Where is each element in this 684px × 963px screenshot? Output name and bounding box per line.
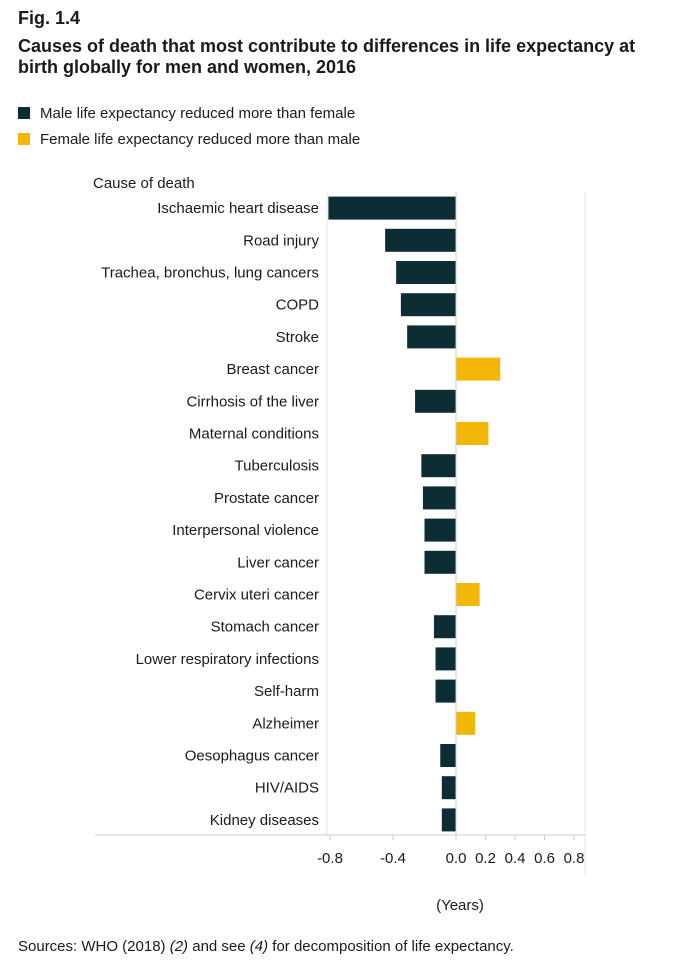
legend-item-male: Male life expectancy reduced more than f… [18,100,360,126]
bar-lower-respiratory-infections [435,647,456,671]
bar-interpersonal-violence [424,518,456,542]
category-label: Self-harm [254,683,319,700]
legend-label-male: Male life expectancy reduced more than f… [40,104,356,122]
category-label: Cervix uteri cancer [194,587,319,604]
category-label: Breast cancer [226,361,319,378]
bar-oesophagus-cancer [440,744,456,767]
source-note: Sources: WHO (2018) (2) and see (4) for … [18,938,514,955]
legend-label-female: Female life expectancy reduced more than… [40,130,361,148]
category-label: Kidney diseases [210,812,319,829]
bar-road-injury [385,228,456,252]
bar-copd [400,293,456,317]
category-label: Alzheimer [252,715,319,732]
category-label: Oesophagus cancer [185,748,319,765]
bar-stroke [407,325,456,349]
category-label: Ischaemic heart disease [157,200,319,217]
x-tick-label: 0.6 [534,850,555,867]
source-ref-4: (4) [249,938,269,955]
legend-swatch-female [18,133,30,145]
chart-title: Causes of death that most contribute to … [18,36,636,77]
source-prefix: Sources: WHO (2018) [18,938,170,955]
category-label: Liver cancer [237,554,319,571]
x-tick-label: -0.8 [317,850,343,867]
source-suffix: for decomposition of life expectancy. [268,938,514,955]
source-ref-2: (2) [169,938,189,955]
category-label: Stomach cancer [211,619,319,636]
bar-prostate-cancer [422,486,456,510]
x-axis-title: (Years) [436,897,484,914]
x-tick-label: 0.0 [446,850,467,867]
source-middle: and see [188,938,250,955]
bar-maternal-conditions [456,422,489,445]
legend-swatch-male [18,107,30,119]
category-label: Maternal conditions [189,426,319,443]
category-label: Lower respiratory infections [136,651,319,668]
figure-label: Fig. 1.4 [18,8,81,28]
legend-item-female: Female life expectancy reduced more than… [18,126,360,152]
category-label: Tuberculosis [235,458,319,475]
x-tick-label: -0.4 [380,850,406,867]
category-label: HIV/AIDS [255,780,319,797]
bar-alzheimer [456,711,476,735]
x-tick-label: 0.8 [564,850,585,867]
x-tick-label: 0.4 [505,850,526,867]
category-label: Stroke [276,329,319,346]
bar-chart: Cause of death Ischaemic heart disease Roa… [93,175,586,914]
category-label: Trachea, bronchus, lung cancers [101,265,319,282]
category-label: Interpersonal violence [172,522,319,539]
legend: Male life expectancy reduced more than f… [18,100,360,152]
bar-self-harm [435,679,456,703]
category-label: COPD [276,297,320,314]
bar-breast-cancer [456,357,501,381]
bar-cirrhosis-of-the-liver [415,389,456,413]
bar-trachea-bronchus-lung-cancers [396,261,456,284]
x-tick-label: 0.2 [475,850,496,867]
bar-kidney-diseases [441,808,456,832]
category-label: Cirrhosis of the liver [186,393,319,410]
bar-hiv-aids [441,776,456,800]
y-axis-title: Cause of death [93,175,195,192]
category-label: Road injury [243,232,319,249]
bar-tuberculosis [421,454,456,478]
bar-liver-cancer [424,550,456,574]
category-label: Prostate cancer [214,490,319,507]
bar-stomach-cancer [433,615,456,639]
bar-ischaemic-heart-disease [328,196,456,220]
bar-cervix-uteri-cancer [456,583,480,606]
